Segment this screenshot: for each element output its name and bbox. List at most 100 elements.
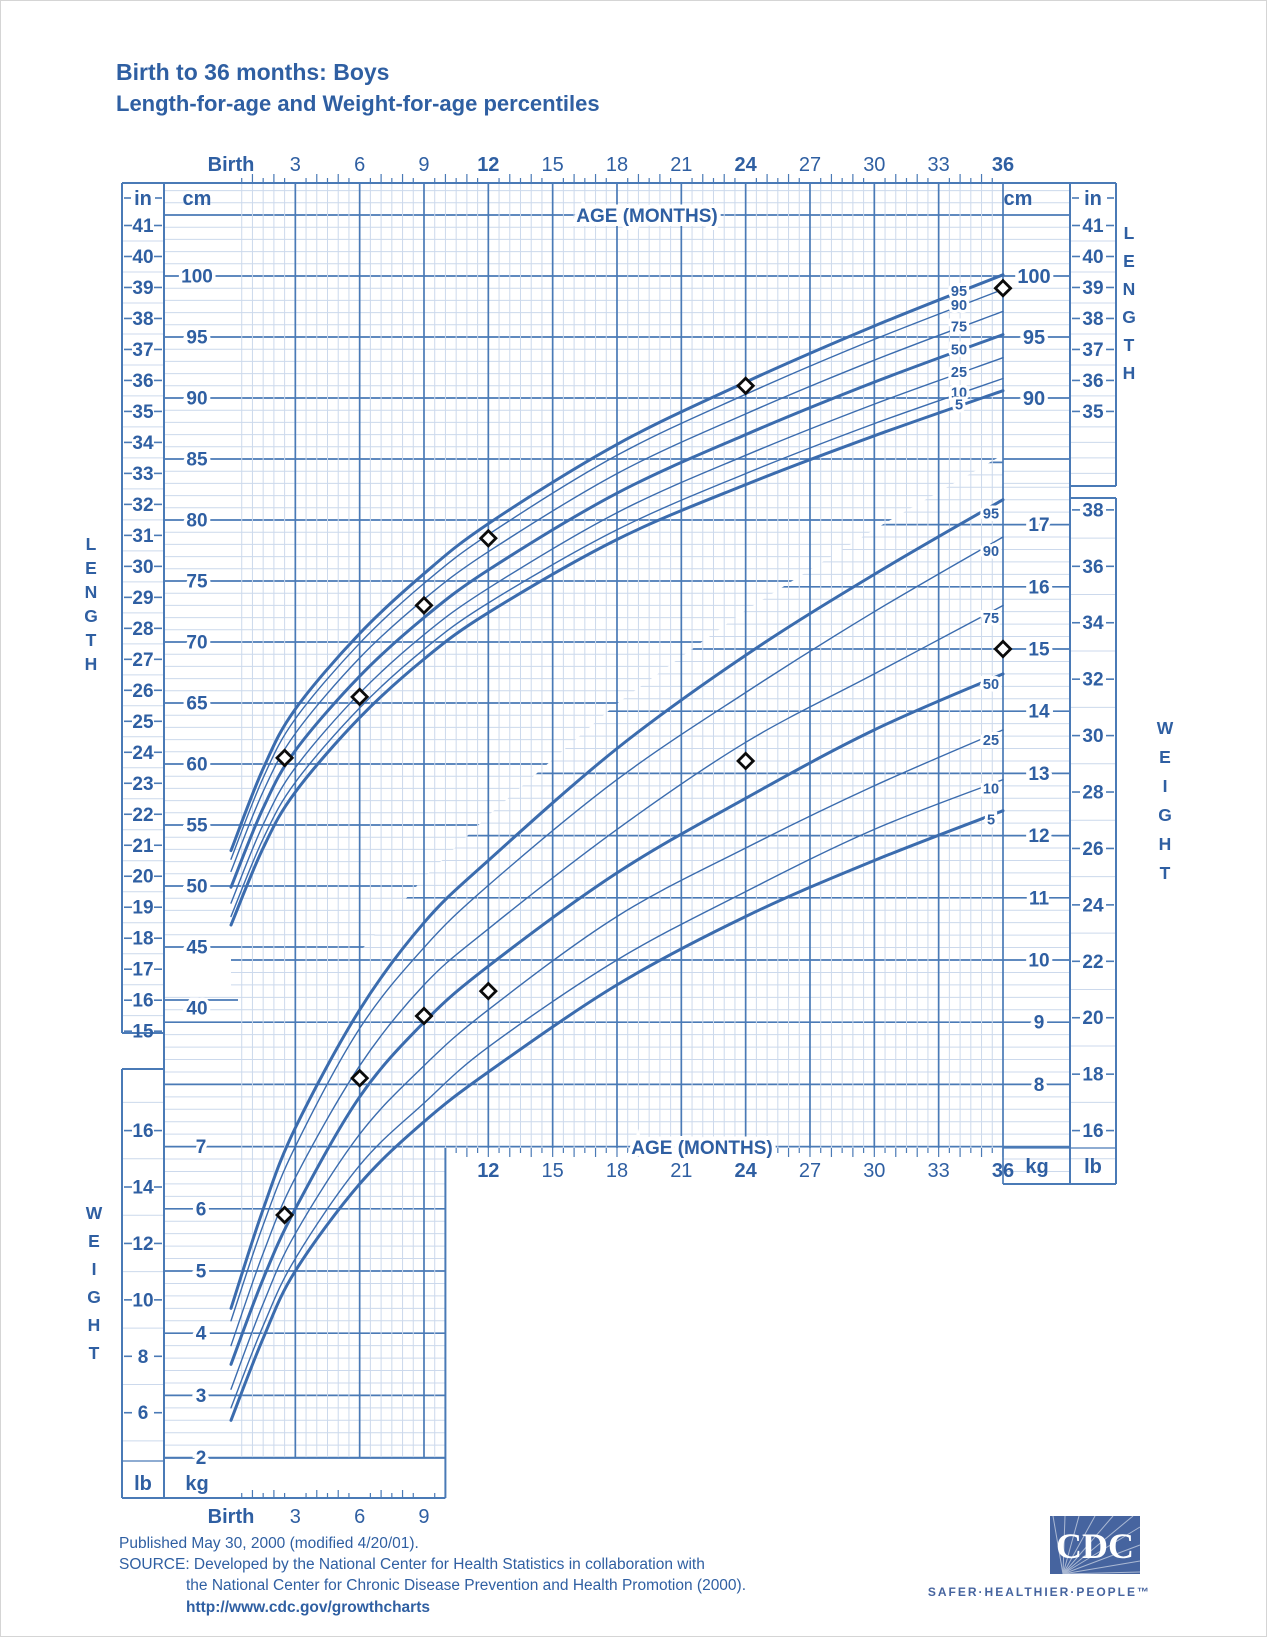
weight-curve-p5 bbox=[229, 809, 1005, 1422]
length-in-tick-left: 18 bbox=[132, 929, 153, 950]
length-percentile-label-5: 5 bbox=[955, 398, 963, 414]
age-axis-bottom-inner: 12 15 18 21 24 27 30 33 36 bbox=[477, 1160, 1014, 1182]
patient-data-point bbox=[736, 751, 756, 771]
unit-cm-top-left: cm bbox=[183, 188, 212, 210]
patient-length-points bbox=[275, 278, 1013, 768]
age-top-tick-label: 30 bbox=[863, 154, 885, 176]
age-top-tick-label: 36 bbox=[992, 154, 1014, 176]
patient-data-point bbox=[993, 639, 1013, 659]
published-note: Published May 30, 2000 (modified 4/20/01… bbox=[119, 1535, 419, 1552]
footer-notes: Published May 30, 2000 (modified 4/20/01… bbox=[119, 1533, 746, 1618]
patient-data-point bbox=[414, 595, 434, 615]
weight-lb-tick-right: 16 bbox=[1082, 1121, 1103, 1142]
side-letter: E bbox=[85, 558, 97, 578]
length-in-tick-right: 39 bbox=[1082, 278, 1103, 299]
length-in-tick-left: 31 bbox=[132, 526, 154, 547]
weight-lb-scale-right: 38 36 34 32 30 28 26 24 22 20 18 16 bbox=[1082, 500, 1104, 1142]
length-cm-tick-right: 100 bbox=[1017, 266, 1050, 288]
weight-lb-tick-right: 32 bbox=[1082, 670, 1103, 691]
weight-kg-tick-right: 12 bbox=[1028, 826, 1049, 847]
title-line-2: Length-for-age and Weight-for-age percen… bbox=[116, 90, 600, 116]
side-letter: E bbox=[1123, 251, 1135, 271]
age-top-tick-label: 6 bbox=[354, 154, 365, 176]
length-in-scale-left: 41 40 39 38 37 36 35 34 33 32 31 30 29 28 27 26 25 24 23 22… bbox=[132, 216, 154, 1043]
length-in-tick-left: 40 bbox=[132, 247, 153, 268]
source-note-line1: SOURCE: Developed by the National Center… bbox=[119, 1556, 705, 1574]
age-axis-titles: AGE (MONTHS) AGE (MONTHS) bbox=[572, 202, 776, 1163]
side-letter: T bbox=[89, 1343, 100, 1363]
length-in-tick-left: 17 bbox=[132, 960, 153, 981]
length-in-tick-left: 37 bbox=[132, 340, 153, 361]
length-in-tick-left: 38 bbox=[132, 309, 153, 330]
weight-curve-p50 bbox=[229, 672, 1005, 1366]
cdc-tagline: SAFER·HEALTHIER·PEOPLE™ bbox=[927, 1585, 1151, 1599]
weight-percentile-label-50: 50 bbox=[983, 677, 999, 693]
side-letter: H bbox=[1123, 363, 1136, 383]
length-cm-tick-left: 100 bbox=[181, 267, 213, 288]
patient-data-point bbox=[993, 278, 1013, 298]
weight-percentile-label-90: 90 bbox=[983, 544, 999, 560]
age-inner-tick-label: 30 bbox=[863, 1160, 885, 1182]
length-in-tick-left: 28 bbox=[132, 619, 153, 640]
age-inner-tick-label: 27 bbox=[799, 1160, 821, 1182]
source-note-line2: the National Center for Chronic Disease … bbox=[186, 1577, 747, 1595]
cdc-logo-rays bbox=[1052, 1515, 1141, 1575]
length-curve-p50 bbox=[229, 333, 1005, 889]
weight-percentile-label-10: 10 bbox=[983, 782, 999, 798]
weight-percentile-curves bbox=[229, 498, 1005, 1422]
weight-percentile-label-5: 5 bbox=[987, 813, 995, 829]
length-in-tick-left: 24 bbox=[132, 743, 154, 764]
length-percentile-label-75: 75 bbox=[951, 320, 967, 336]
weight-kg-labels-left: 7 6 5 4 3 2 bbox=[192, 1134, 210, 1473]
length-cm-tick-left: 50 bbox=[186, 877, 207, 898]
length-cm-tick-left: 55 bbox=[186, 816, 208, 837]
weight-lb-tick-right: 30 bbox=[1082, 726, 1103, 747]
weight-curve-p95 bbox=[229, 498, 1005, 1310]
age-bottom-tick-label: 9 bbox=[418, 1506, 429, 1528]
length-cm-labels-right: 100 95 90 bbox=[1014, 263, 1054, 414]
cdc-logo-graphic: CDC bbox=[1050, 1515, 1141, 1575]
side-letter: L bbox=[86, 534, 97, 554]
length-percentile-label-90: 90 bbox=[951, 298, 967, 314]
weight-kg-tick-left: 4 bbox=[196, 1324, 207, 1345]
side-letter: G bbox=[1158, 805, 1172, 825]
length-in-tick-right: 38 bbox=[1082, 309, 1103, 330]
length-in-tick-right: 36 bbox=[1082, 371, 1103, 392]
age-top-tick-label: 12 bbox=[477, 154, 499, 176]
length-cm-tick-left: 65 bbox=[186, 694, 208, 715]
weight-lb-tick-left: 14 bbox=[132, 1178, 154, 1199]
weight-kg-tick-left: 2 bbox=[196, 1448, 207, 1469]
age-inner-tick-label: 24 bbox=[735, 1160, 758, 1182]
length-cm-tick-left: 40 bbox=[186, 999, 207, 1020]
side-letter: I bbox=[1163, 776, 1168, 796]
patient-data-point bbox=[478, 981, 498, 1001]
age-top-tick-label: 9 bbox=[418, 154, 429, 176]
side-letter: T bbox=[1160, 863, 1171, 883]
length-curve-p95 bbox=[229, 273, 1005, 853]
patient-weight-points bbox=[275, 639, 1013, 1225]
length-in-tick-left: 23 bbox=[132, 774, 153, 795]
unit-lb-bottom-right: lb bbox=[1084, 1156, 1102, 1178]
length-cm-tick-left: 95 bbox=[186, 328, 208, 349]
scale-boxes bbox=[121, 182, 1117, 1499]
weight-kg-tick-right: 17 bbox=[1028, 515, 1049, 536]
weight-lb-tick-right: 34 bbox=[1082, 613, 1104, 634]
side-letter: T bbox=[1124, 335, 1135, 355]
length-in-tick-left: 34 bbox=[132, 433, 154, 454]
grid-age-months bbox=[241, 183, 993, 1458]
weight-kg-tick-right: 10 bbox=[1028, 951, 1049, 972]
length-in-tick-left: 25 bbox=[132, 712, 154, 733]
weight-percentile-label-25: 25 bbox=[983, 733, 999, 749]
age-top-tick-label: 27 bbox=[799, 154, 821, 176]
weight-lb-tick-right: 26 bbox=[1082, 839, 1103, 860]
length-cm-tick-left: 45 bbox=[186, 938, 208, 959]
weight-kg-tick-left: 7 bbox=[196, 1137, 207, 1158]
length-percentile-label-25: 25 bbox=[951, 365, 967, 381]
length-in-tick-right: 35 bbox=[1082, 402, 1104, 423]
unit-in-top-left: in bbox=[134, 188, 152, 210]
length-curve-p25 bbox=[230, 357, 1004, 904]
